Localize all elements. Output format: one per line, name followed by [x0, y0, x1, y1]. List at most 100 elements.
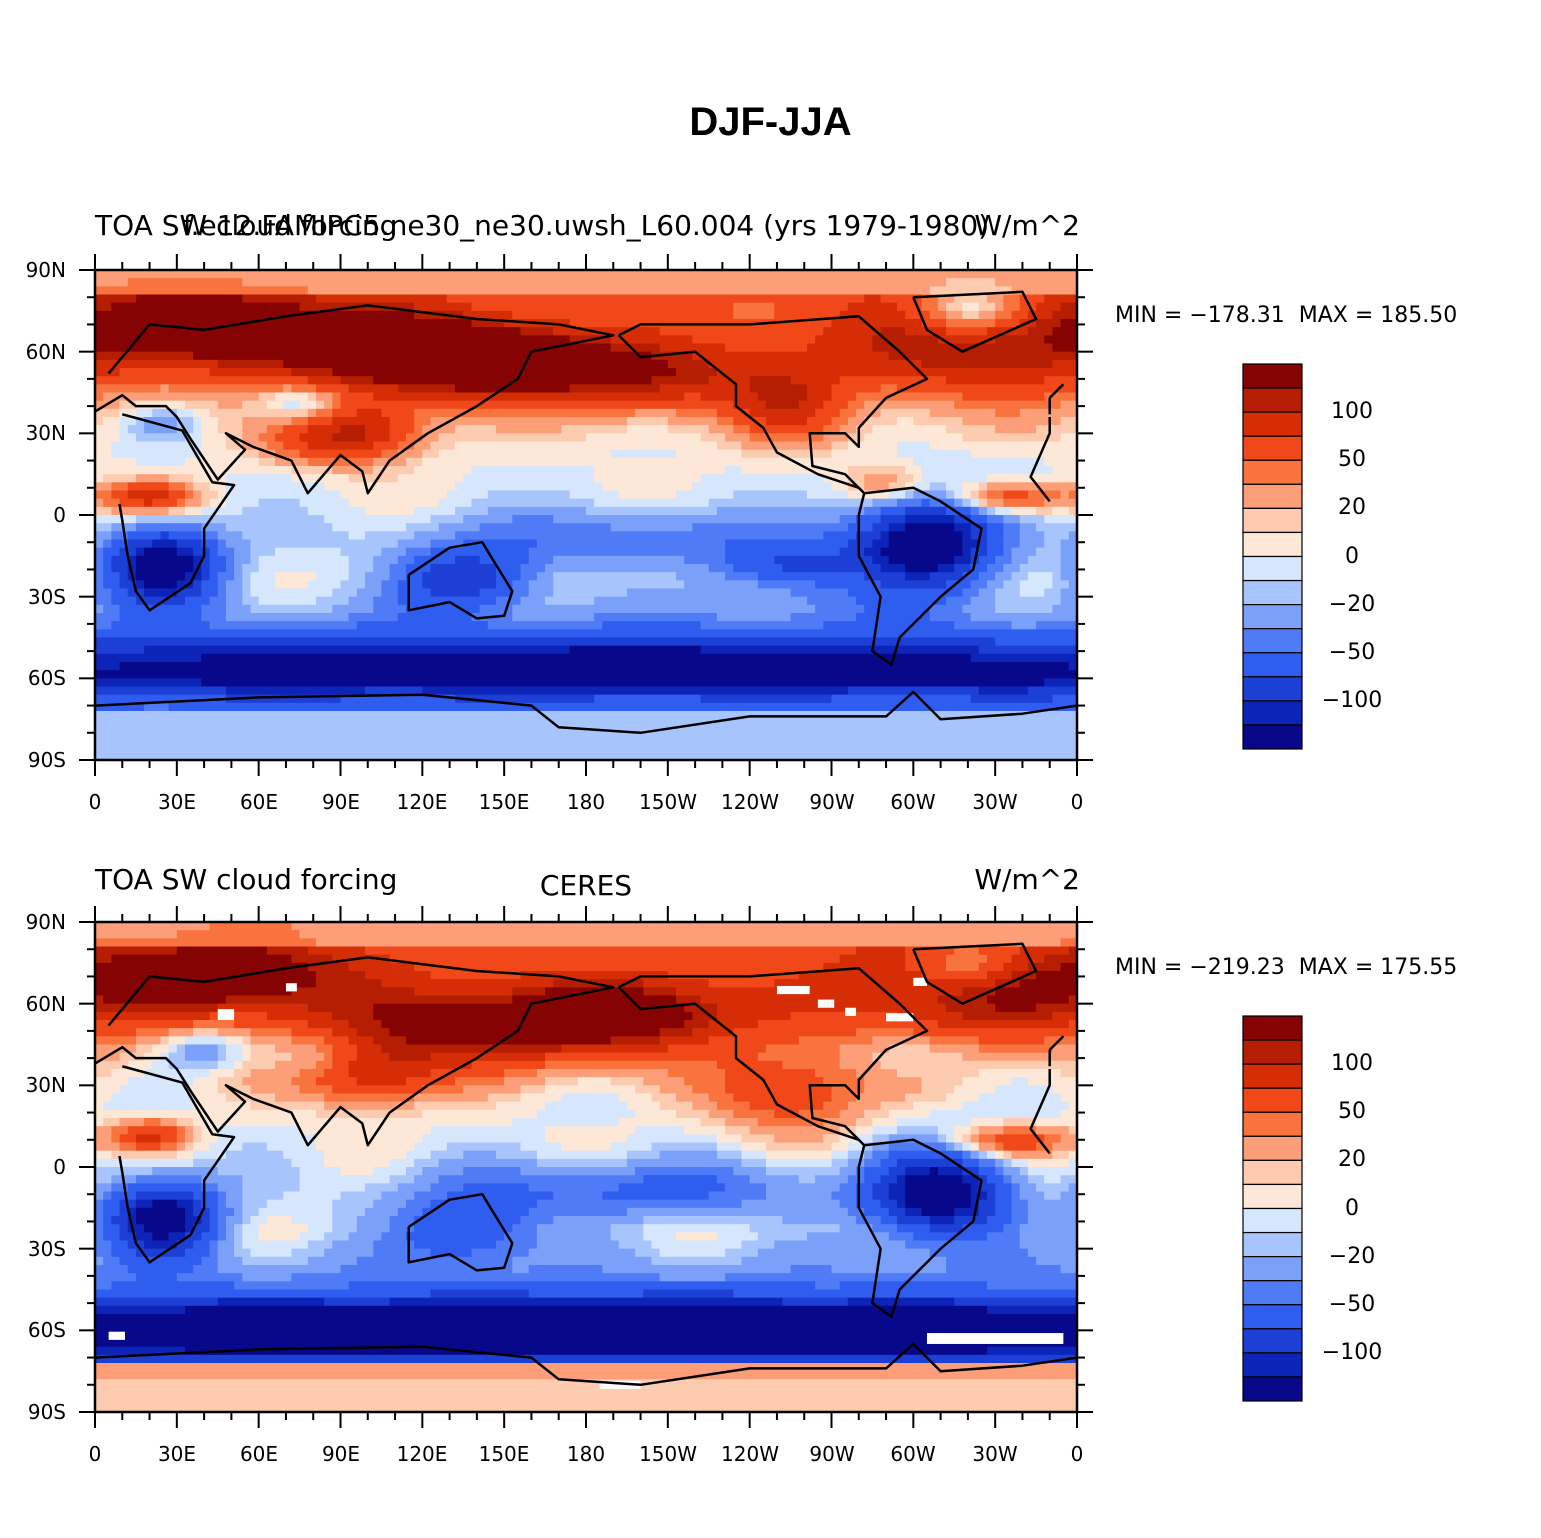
contour-cell — [332, 1085, 423, 1095]
contour-cell — [234, 555, 252, 565]
contour-cell — [95, 1248, 112, 1258]
contour-cell — [201, 1175, 243, 1184]
contour-cell — [946, 506, 972, 516]
lon-tick-label: 60W — [890, 1442, 936, 1466]
contour-cell — [111, 1093, 194, 1103]
contour-cell — [790, 588, 849, 598]
contour-cell — [839, 1044, 890, 1054]
contour-cell — [856, 425, 874, 434]
contour-cell — [1027, 1175, 1045, 1184]
lon-tick-label: 120W — [721, 1442, 779, 1466]
contour-cell — [847, 1142, 865, 1152]
contour-cell — [185, 1305, 988, 1315]
contour-cell — [95, 1060, 129, 1070]
contour-cell — [1068, 1150, 1077, 1160]
contour-cell — [258, 564, 350, 573]
contour-cell — [954, 1297, 1077, 1307]
contour-cell — [986, 1191, 996, 1201]
contour-cell — [716, 1134, 743, 1144]
panel-center-title: CERES — [539, 869, 633, 902]
contour-cell — [602, 1265, 792, 1274]
contour-cell — [111, 539, 129, 549]
contour-cell — [185, 506, 202, 516]
contour-cell — [847, 1207, 865, 1217]
coastline-path — [95, 1342, 1077, 1387]
contour-cell — [700, 392, 759, 402]
contour-cell — [95, 1183, 112, 1193]
contour-cell — [332, 1207, 366, 1217]
contour-cell — [95, 711, 1077, 720]
contour-cell — [1019, 302, 1037, 312]
contour-cell — [111, 531, 129, 541]
contour-cell — [389, 1216, 415, 1225]
contour-cell — [217, 425, 243, 434]
contour-cell — [95, 466, 292, 475]
contour-cell — [659, 1101, 693, 1111]
contour-cell — [545, 1134, 628, 1144]
contour-cell — [242, 425, 268, 434]
contour-cell — [946, 1134, 955, 1144]
contour-cell — [193, 1142, 211, 1152]
contour-cell — [888, 523, 906, 532]
contour-cell — [201, 433, 227, 443]
contour-cell — [749, 425, 824, 434]
contour-cell — [95, 1273, 137, 1282]
contour-cell — [528, 1207, 628, 1217]
contour-cell — [1044, 392, 1077, 402]
lat-tick-label: 90S — [27, 1400, 66, 1424]
contour-cell — [291, 922, 1077, 931]
panel-units: W/m^2 — [974, 209, 1080, 242]
contour-cell — [381, 547, 407, 557]
contour-cell — [397, 555, 415, 565]
contour-cell — [111, 1281, 235, 1291]
contour-cell — [659, 384, 751, 394]
contour-cell — [176, 946, 268, 956]
contour-cell — [790, 1011, 898, 1021]
contour-cell — [946, 376, 1045, 385]
contour-cell — [1019, 564, 1062, 573]
contour-cell — [225, 1199, 243, 1209]
contour-cell — [144, 498, 153, 508]
contour-cell — [217, 1028, 252, 1037]
contour-cell — [250, 1028, 292, 1037]
contour-cell — [1060, 1069, 1077, 1078]
contour-cell — [1052, 343, 1077, 353]
contour-cell — [414, 506, 456, 516]
contour-cell — [201, 1199, 219, 1209]
contour-cell — [823, 1134, 841, 1144]
contour-cell — [536, 539, 726, 549]
contour-cell — [307, 417, 333, 426]
contour-cell — [95, 539, 104, 549]
contour-cell — [1068, 1101, 1077, 1111]
contour-cell — [356, 1216, 391, 1225]
contour-cell — [430, 971, 522, 980]
missing-data-cell — [599, 1380, 641, 1389]
contour-cell — [315, 1060, 333, 1070]
contour-cell — [201, 539, 219, 549]
lon-tick-label: 60E — [239, 790, 279, 814]
contour-cell — [324, 1297, 391, 1307]
contour-cell — [225, 588, 243, 598]
contour-cell — [258, 457, 276, 467]
contour-cell — [127, 539, 153, 549]
contour-cell — [422, 449, 440, 459]
contour-cell — [626, 417, 669, 426]
contour-cell — [365, 1207, 399, 1217]
contour-cell — [986, 523, 1004, 532]
contour-cell — [250, 1052, 292, 1062]
contour-cell — [1052, 1044, 1077, 1054]
contour-cell — [414, 466, 473, 475]
contour-cell — [831, 482, 849, 492]
contour-cell — [119, 400, 137, 410]
contour-cell — [905, 572, 931, 581]
contour-cell — [283, 1150, 325, 1160]
contour-cell — [356, 621, 489, 630]
contour-cell — [553, 555, 685, 565]
contour-cell — [880, 1101, 914, 1111]
contour-cell — [103, 1101, 194, 1111]
contour-cell — [553, 515, 841, 524]
contour-cell — [340, 425, 366, 434]
contour-cell — [95, 938, 317, 948]
contour-cell — [725, 1126, 751, 1135]
contour-cell — [234, 1207, 243, 1217]
